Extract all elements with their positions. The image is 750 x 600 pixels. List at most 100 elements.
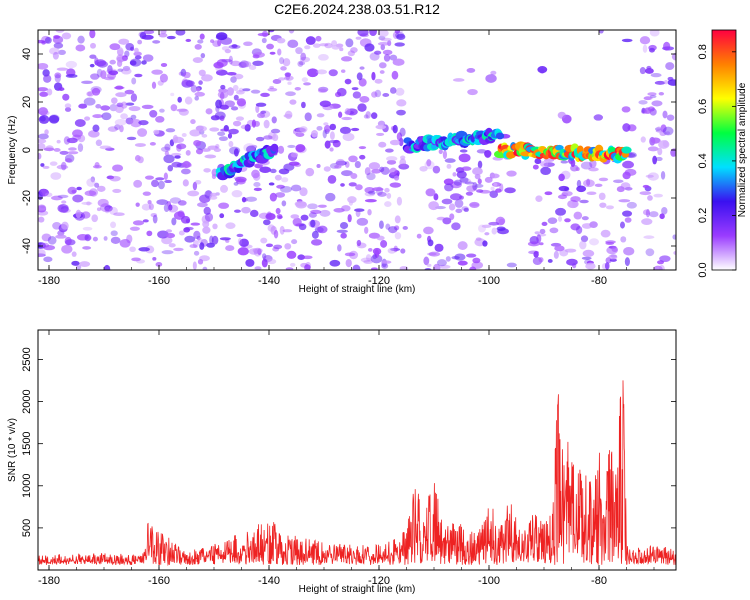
spectrogram-noise-blob <box>112 188 122 193</box>
spectrogram-noise-blob <box>104 206 110 214</box>
spectrogram-noise-blob <box>433 263 441 270</box>
spectrogram-noise-blob <box>388 226 398 234</box>
spectrogram-noise-blob <box>271 116 277 124</box>
spectrogram-noise-blob <box>534 231 540 235</box>
spectrogram-noise-blob <box>155 177 165 181</box>
spectrogram-noise-blob <box>204 212 214 222</box>
spectrogram-noise-blob <box>238 87 244 93</box>
spectrogram-noise-blob <box>539 228 546 234</box>
spectrogram-noise-blob <box>184 235 196 243</box>
spectrogram-noise-blob <box>371 187 384 192</box>
spectrogram-noise-blob <box>189 244 198 249</box>
spectrogram-noise-blob <box>220 84 226 90</box>
spectrogram-noise-blob <box>482 240 488 247</box>
spectrogram-noise-blob <box>225 222 236 229</box>
snr-series-line <box>38 380 676 567</box>
spectrogram-noise-blob <box>38 204 47 212</box>
spectrogram-noise-blob <box>642 209 650 216</box>
spectrogram-noise-blob <box>290 152 299 158</box>
spectrogram-noise-blob <box>304 264 311 270</box>
spectrogram-noise-blob <box>133 179 143 188</box>
spectrogram-noise-blob <box>285 91 296 97</box>
spectrogram-noise-blob <box>281 200 287 207</box>
spectrogram-noise-blob <box>598 192 606 201</box>
spectrogram-noise-blob <box>506 262 517 268</box>
spectrogram-noise-blob <box>292 217 302 227</box>
spectrogram-noise-blob <box>193 230 201 240</box>
spectrogram-noise-blob <box>41 233 52 242</box>
spectrogram-noise-blob <box>52 222 62 230</box>
spectrogram-noise-blob <box>106 175 115 180</box>
spectrogram-noise-blob <box>130 93 138 102</box>
spectrogram-noise-blob <box>274 174 282 181</box>
spectrogram-noise-blob <box>117 49 124 57</box>
spectrogram-noise-blob <box>312 43 321 48</box>
spectrogram-noise-blob <box>290 262 296 267</box>
spectrogram-noise-blob <box>382 92 390 97</box>
spectrogram-noise-blob <box>324 42 333 49</box>
spectrogram-noise-blob <box>658 140 670 149</box>
spectrogram-noise-blob <box>167 204 179 213</box>
spectrogram-noise-blob <box>328 69 338 77</box>
spectrogram-noise-blob <box>86 91 93 97</box>
spectrogram-noise-blob <box>66 137 78 144</box>
spectrogram-noise-blob <box>608 254 618 260</box>
spectrogram-noise-blob <box>357 30 369 37</box>
spectrogram-noise-blob <box>476 149 487 154</box>
spectrogram-noise-blob <box>148 203 154 211</box>
spectrogram-noise-blob <box>396 33 406 40</box>
spectrogram-noise-blob <box>192 181 198 191</box>
spectrogram-noise-blob <box>557 216 563 222</box>
spectrogram-noise-blob <box>532 164 539 170</box>
spectrogram-noise-blob <box>316 69 328 75</box>
spectrogram-noise-blob <box>134 143 146 147</box>
spectrogram-noise-blob <box>484 176 493 183</box>
spectrogram-noise-blob <box>226 87 234 96</box>
spectrogram-noise-blob <box>280 66 287 71</box>
spectrogram-noise-blob <box>110 221 117 229</box>
spectrogram-noise-blob <box>316 163 321 169</box>
spectrogram-noise-blob <box>535 195 543 203</box>
spectrogram-noise-blob <box>57 230 65 237</box>
spectrogram-noise-blob <box>371 71 376 81</box>
spectrogram-noise-blob <box>305 167 315 177</box>
spectrogram-noise-blob <box>311 230 319 239</box>
spectrogram-noise-blob <box>553 250 559 259</box>
spectrogram-noise-blob <box>211 174 217 180</box>
spectrogram-noise-blob <box>233 73 244 80</box>
spectrogram-noise-blob <box>192 240 199 249</box>
spectrogram-noise-blob <box>263 119 270 129</box>
spectrogram-noise-blob <box>59 150 69 155</box>
snr-y-tick-label: 1500 <box>21 431 33 455</box>
spectrogram-noise-blob <box>215 99 222 109</box>
spectrogram-noise-blob <box>276 213 283 220</box>
spectrogram-noise-blob <box>491 227 497 235</box>
spectrogram-noise-blob <box>163 172 168 180</box>
spectrogram-noise-blob <box>561 191 573 197</box>
spectrogram-noise-blob <box>245 196 258 202</box>
spectrogram-noise-blob <box>581 223 593 229</box>
spectrogram-noise-blob <box>351 87 359 91</box>
spectrogram-noise-blob <box>91 87 101 96</box>
spectrogram-noise-blob <box>137 39 143 45</box>
spectrogram-noise-blob <box>245 258 255 267</box>
spectrogram-x-tick-label: -140 <box>258 275 280 287</box>
spectrogram-noise-blob <box>56 164 69 170</box>
spectrogram-noise-blob <box>56 139 61 144</box>
spectrogram-noise-blob <box>121 67 132 75</box>
spectrogram-noise-blob <box>355 209 361 218</box>
spectrogram-noise-blob <box>41 40 46 45</box>
spectrogram-noise-blob <box>443 178 454 186</box>
spectrogram-noise-blob <box>317 53 329 61</box>
spectrogram-noise-blob <box>241 206 251 214</box>
spectrogram-noise-blob <box>442 150 448 160</box>
spectrogram-noise-blob <box>81 80 93 84</box>
spectrogram-noise-blob <box>472 182 478 191</box>
spectrogram-noise-blob <box>265 243 274 248</box>
spectrogram-noise-blob <box>170 104 178 112</box>
colorbar-ticks: 0.0 0.2 0.4 0.6 0.8 <box>697 44 736 278</box>
spectrogram-noise-blob <box>389 139 401 146</box>
spectrogram-noise-blob <box>280 185 292 193</box>
spectrogram-noise-blob <box>573 211 583 220</box>
spectrogram-noise-blob <box>580 161 593 170</box>
